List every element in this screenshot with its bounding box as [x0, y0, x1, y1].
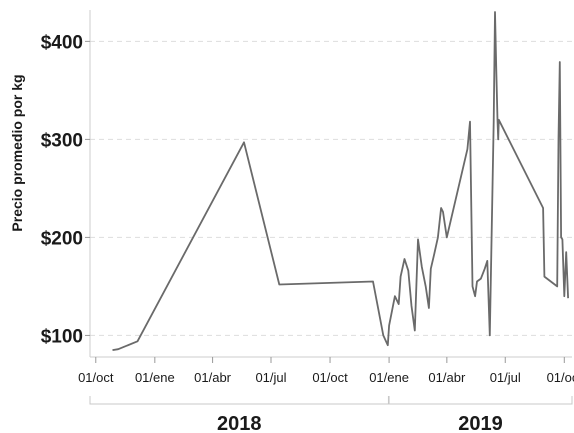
year-group-brackets: 2018 2019 — [89, 396, 573, 433]
x-tick-label: 01/jul — [490, 370, 521, 385]
y-tick-label: $400 — [41, 32, 83, 53]
year-label: 2019 — [458, 413, 503, 433]
x-tick-labels: 01/oct 01/ene 01/abr 01/jul 01/oct 01/ene 01/a… — [78, 357, 574, 385]
axes — [89, 10, 572, 358]
x-tick-label: 01/jul — [255, 370, 286, 385]
y-tick-label: $100 — [41, 326, 83, 347]
gridlines — [90, 40, 572, 336]
x-tick-label: 01/oct — [547, 370, 574, 385]
x-tick-label: 01/ene — [369, 370, 409, 385]
x-tick-label: 01/oct — [78, 370, 114, 385]
series-group — [112, 11, 569, 351]
price-series-line — [112, 11, 569, 351]
y-tick-label: $200 — [41, 228, 83, 249]
x-tick-label: 01/oct — [312, 370, 348, 385]
x-tick-label: 01/abr — [428, 370, 466, 385]
year-bracket — [388, 396, 573, 405]
x-tick-label: 01/abr — [194, 370, 232, 385]
year-bracket — [89, 396, 389, 405]
year-label: 2018 — [217, 413, 262, 433]
y-axis-label: Precio promedio por kg — [9, 74, 25, 231]
y-tick-label: $300 — [41, 130, 83, 151]
x-tick-label: 01/ene — [135, 370, 175, 385]
y-tick-labels: $100 $200 $300 $400 — [41, 32, 90, 347]
